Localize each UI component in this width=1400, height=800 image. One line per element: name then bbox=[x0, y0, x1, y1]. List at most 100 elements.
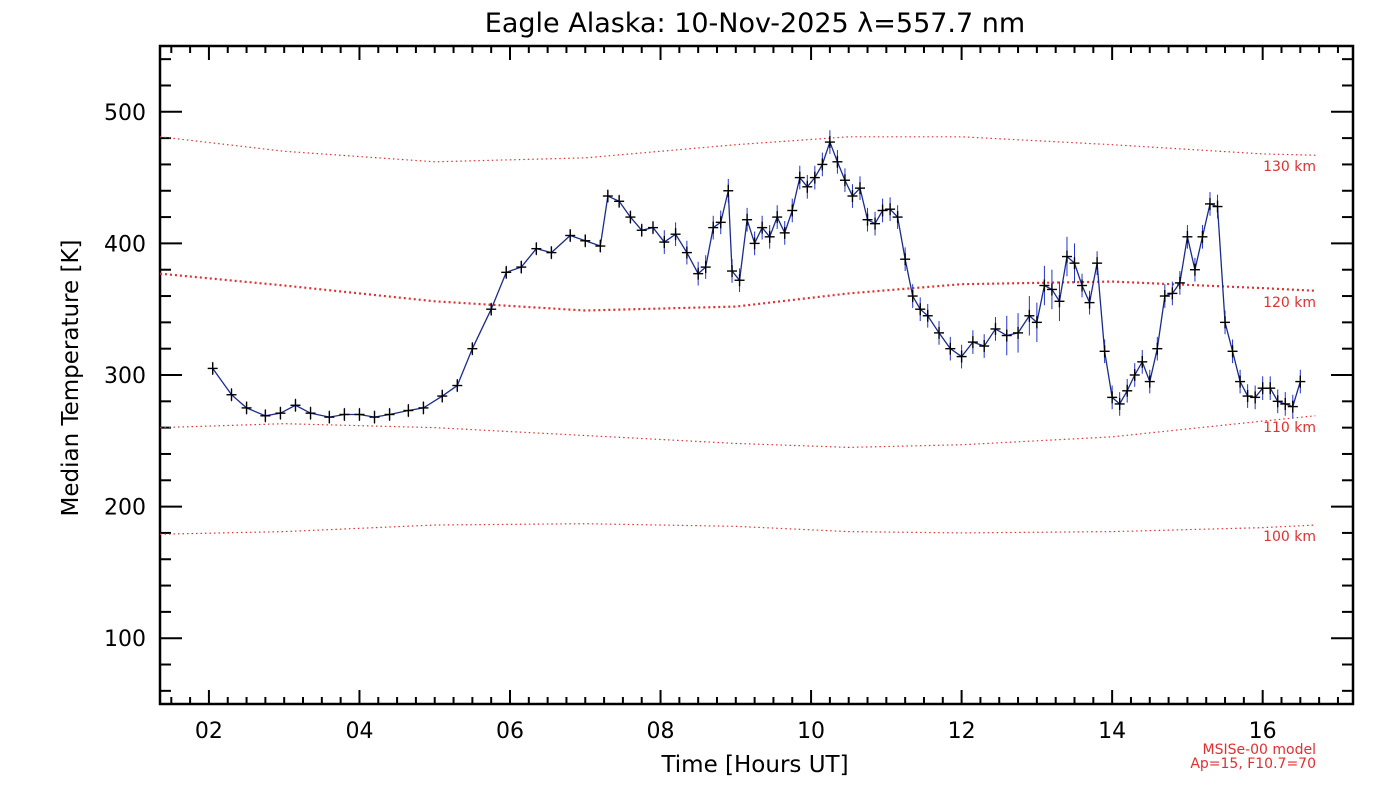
data-point bbox=[1174, 276, 1185, 289]
data-point bbox=[809, 171, 820, 184]
data-point bbox=[979, 340, 990, 353]
data-point bbox=[614, 195, 625, 208]
data-point bbox=[1046, 283, 1057, 296]
data-point bbox=[885, 203, 896, 216]
x-axis-label: Time [Hours UT] bbox=[660, 752, 848, 778]
data-point bbox=[1287, 400, 1298, 413]
data-point bbox=[452, 379, 463, 392]
data-point bbox=[1129, 369, 1140, 381]
data-point bbox=[1197, 230, 1208, 243]
data-point bbox=[670, 228, 681, 241]
data-point bbox=[1001, 329, 1012, 342]
y-axis-ticks: 100 200 300 400 500 bbox=[104, 58, 1353, 692]
data-point bbox=[226, 388, 237, 401]
data-point bbox=[1092, 257, 1103, 270]
data-point bbox=[1137, 355, 1148, 368]
data-point bbox=[787, 204, 798, 217]
data-point bbox=[1272, 395, 1283, 408]
y-axis-label: Median Temperature [K] bbox=[58, 240, 84, 517]
data-point bbox=[742, 213, 753, 226]
plot-frame bbox=[158, 44, 1355, 706]
x-tick-label: 14 bbox=[1098, 719, 1126, 744]
model-curve-label: 100 km bbox=[1263, 529, 1316, 545]
data-point bbox=[531, 242, 542, 255]
data-point bbox=[275, 407, 286, 420]
data-point bbox=[1167, 287, 1178, 300]
model-curve bbox=[159, 523, 1316, 535]
x-tick-label: 02 bbox=[195, 719, 223, 744]
data-point bbox=[1039, 279, 1050, 292]
model-note: MSISe-00 model bbox=[1202, 742, 1316, 758]
data-point bbox=[486, 303, 497, 316]
data-point bbox=[870, 217, 881, 230]
x-tick-label: 10 bbox=[797, 719, 825, 744]
y-tick-label: 200 bbox=[104, 496, 146, 521]
x-axis-ticks: 02 04 06 08 10 12 14 16 bbox=[170, 46, 1339, 744]
data-point bbox=[403, 404, 414, 417]
data-point bbox=[1182, 230, 1193, 243]
data-point bbox=[715, 216, 726, 229]
data-point bbox=[956, 350, 967, 363]
y-tick-label: 500 bbox=[104, 101, 146, 126]
data-point bbox=[207, 362, 218, 375]
model-curve bbox=[159, 136, 1316, 163]
data-point bbox=[1144, 375, 1155, 388]
data-point bbox=[1024, 309, 1035, 322]
data-point bbox=[734, 274, 745, 287]
data-point bbox=[824, 136, 835, 149]
x-tick-label: 08 bbox=[647, 719, 675, 744]
data-point bbox=[305, 407, 316, 420]
data-point bbox=[1061, 250, 1072, 263]
data-point bbox=[990, 322, 1001, 335]
data-point bbox=[580, 234, 591, 247]
data-point bbox=[467, 342, 478, 355]
data-point bbox=[595, 240, 606, 253]
data-point bbox=[847, 190, 858, 203]
x-tick-label: 06 bbox=[496, 719, 524, 744]
data-point bbox=[967, 336, 978, 349]
model-curves: 130 km 120 km 110 km 100 km bbox=[159, 136, 1316, 545]
data-point bbox=[723, 184, 734, 197]
data-point bbox=[516, 261, 527, 274]
data-point bbox=[1084, 296, 1095, 309]
model-curve-label: 120 km bbox=[1263, 295, 1316, 311]
data-point bbox=[934, 326, 945, 339]
data-point bbox=[1114, 397, 1125, 410]
plot-border bbox=[158, 44, 1355, 706]
data-point bbox=[681, 246, 692, 259]
data-point bbox=[241, 401, 252, 414]
data-point bbox=[659, 236, 670, 249]
data-point bbox=[1077, 279, 1088, 292]
data-point bbox=[565, 229, 576, 242]
data-point bbox=[648, 221, 659, 234]
data-point bbox=[802, 180, 813, 193]
data-point bbox=[1122, 384, 1133, 397]
data-point bbox=[915, 303, 926, 316]
data-point bbox=[817, 158, 828, 171]
data-point bbox=[418, 401, 429, 414]
data-point bbox=[1235, 375, 1246, 388]
data-point bbox=[1220, 316, 1231, 329]
data-point bbox=[877, 204, 888, 217]
data-point bbox=[501, 266, 512, 279]
data-point bbox=[772, 211, 783, 224]
y-tick-label: 400 bbox=[104, 232, 146, 257]
data-point bbox=[839, 174, 850, 187]
data-point bbox=[1204, 197, 1215, 210]
data-point bbox=[922, 309, 933, 322]
data-point bbox=[546, 246, 557, 259]
x-tick-label: 04 bbox=[345, 719, 373, 744]
data-point bbox=[1189, 263, 1200, 276]
data-point bbox=[700, 261, 711, 274]
data-point bbox=[369, 411, 380, 424]
data-point bbox=[1242, 390, 1253, 403]
data-point bbox=[1013, 326, 1024, 339]
temperature-line bbox=[212, 140, 1301, 418]
data-point bbox=[832, 155, 843, 168]
data-point bbox=[764, 230, 775, 243]
data-point bbox=[1152, 342, 1163, 355]
data-point bbox=[437, 390, 448, 403]
data-point bbox=[907, 290, 918, 303]
data-point bbox=[727, 265, 738, 278]
data-point bbox=[892, 211, 903, 224]
